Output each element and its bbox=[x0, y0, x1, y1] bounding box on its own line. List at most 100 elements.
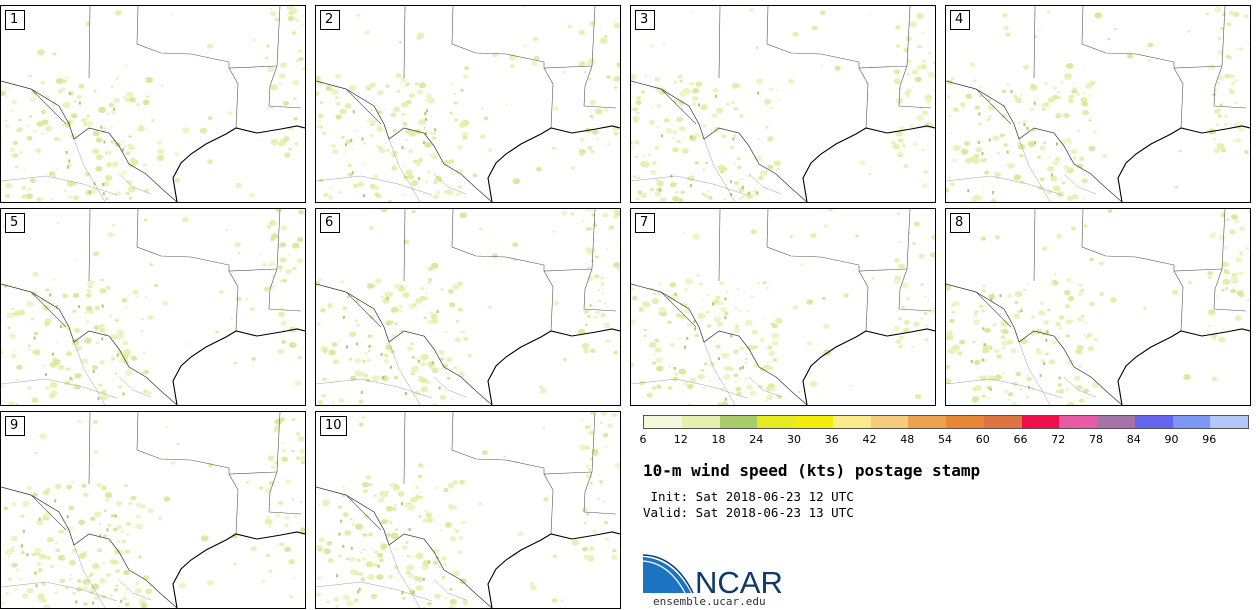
wind-speckle bbox=[432, 132, 437, 136]
wind-speckle bbox=[42, 489, 50, 496]
wind-speckle bbox=[99, 578, 106, 584]
wind-speckle bbox=[681, 148, 689, 154]
wind-speckle bbox=[426, 170, 432, 174]
wind-speckle bbox=[443, 488, 449, 493]
wind-speckle bbox=[974, 310, 979, 314]
wind-speckle bbox=[317, 400, 324, 405]
wind-speckle bbox=[974, 386, 977, 389]
wind-speckle bbox=[342, 315, 345, 319]
wind-speckle bbox=[949, 132, 952, 134]
wind-speckle bbox=[649, 187, 655, 192]
wind-speckle bbox=[366, 283, 375, 289]
wind-speckle bbox=[1212, 337, 1217, 341]
wind-speckle bbox=[45, 95, 50, 99]
wind-speckle bbox=[326, 541, 333, 546]
wind-speckle bbox=[415, 307, 418, 310]
wind-speckle bbox=[33, 331, 38, 336]
wind-speckle bbox=[127, 186, 136, 193]
wind-speckle bbox=[440, 357, 445, 361]
wind-speckle bbox=[156, 140, 163, 145]
wind-speckle bbox=[316, 91, 320, 96]
wind-speckle bbox=[701, 168, 706, 172]
wind-speckle bbox=[338, 398, 345, 403]
wind-speckle bbox=[62, 79, 67, 84]
wind-speckle bbox=[288, 147, 292, 151]
wind-speckle bbox=[354, 403, 356, 405]
wind-speckle bbox=[828, 209, 833, 212]
wind-speckle bbox=[11, 99, 17, 105]
wind-speckle bbox=[259, 253, 263, 256]
wind-speckle bbox=[113, 107, 116, 111]
wind-speckle bbox=[739, 367, 742, 370]
wind-speckle bbox=[143, 218, 148, 222]
wind-speckle bbox=[980, 236, 987, 241]
wind-speckle bbox=[162, 300, 169, 306]
map-boundary bbox=[1173, 265, 1223, 272]
wind-speckle bbox=[422, 560, 430, 566]
wind-speckle bbox=[718, 357, 720, 361]
wind-speckle bbox=[120, 599, 123, 603]
wind-speckle bbox=[979, 94, 983, 98]
wind-speckle bbox=[354, 129, 358, 132]
wind-speckle bbox=[586, 275, 594, 281]
wind-speckle bbox=[1239, 47, 1244, 51]
wind-speckle bbox=[37, 563, 42, 566]
wind-speckle bbox=[142, 163, 147, 167]
wind-speckle bbox=[293, 514, 298, 518]
wind-speckle bbox=[427, 277, 433, 282]
wind-speckle bbox=[767, 164, 773, 170]
wind-speckle bbox=[408, 149, 414, 154]
wind-speckle bbox=[418, 177, 421, 181]
wind-speckle bbox=[101, 485, 107, 491]
wind-speckle bbox=[66, 180, 75, 187]
wind-speckle bbox=[445, 330, 448, 333]
wind-speckle bbox=[410, 180, 419, 187]
wind-speckle bbox=[607, 142, 611, 146]
wind-speckle bbox=[744, 357, 749, 361]
wind-speckle bbox=[655, 357, 663, 364]
wind-speckle bbox=[404, 138, 408, 142]
wind-speckle bbox=[724, 198, 727, 201]
wind-speckle bbox=[909, 21, 917, 28]
wind-speckle bbox=[401, 146, 404, 149]
wind-speckle bbox=[927, 71, 935, 78]
wind-speckle bbox=[45, 305, 51, 310]
wind-speckle bbox=[921, 59, 926, 64]
wind-speckle bbox=[269, 220, 277, 226]
wind-speckle bbox=[140, 602, 148, 608]
wind-speckle bbox=[55, 77, 64, 85]
wind-speckle bbox=[1026, 375, 1029, 377]
wind-speckle bbox=[356, 13, 361, 17]
wind-speckle bbox=[250, 307, 255, 311]
wind-speckle bbox=[1231, 272, 1238, 278]
wind-speckle bbox=[121, 170, 127, 176]
wind-speckle bbox=[1002, 347, 1005, 349]
wind-speckle bbox=[691, 95, 699, 102]
wind-speckle bbox=[141, 318, 144, 321]
wind-speckle bbox=[65, 367, 69, 371]
member-panel: 1 bbox=[0, 5, 306, 203]
wind-speckle bbox=[689, 377, 697, 383]
wind-speckle bbox=[1002, 371, 1005, 374]
wind-speckle bbox=[672, 137, 676, 140]
wind-speckle bbox=[949, 318, 955, 323]
wind-speckle bbox=[84, 311, 88, 314]
wind-speckle bbox=[581, 342, 590, 350]
wind-speckle bbox=[503, 455, 506, 458]
wind-speckle bbox=[601, 292, 605, 295]
wind-speckle bbox=[111, 357, 116, 361]
wind-speckle bbox=[390, 532, 399, 539]
wind-speckle bbox=[361, 137, 364, 141]
wind-speckle bbox=[279, 417, 285, 422]
wind-speckle bbox=[1034, 141, 1037, 145]
member-panel: 8 bbox=[945, 208, 1251, 406]
wind-speckle bbox=[83, 339, 87, 341]
wind-speckle bbox=[906, 72, 911, 76]
wind-speckle bbox=[1081, 101, 1089, 107]
wind-speckle bbox=[92, 251, 100, 257]
wind-speckle bbox=[18, 118, 23, 122]
wind-speckle bbox=[751, 329, 758, 335]
wind-speckle bbox=[991, 198, 997, 202]
wind-speckle bbox=[158, 516, 163, 520]
wind-speckle bbox=[542, 427, 546, 430]
